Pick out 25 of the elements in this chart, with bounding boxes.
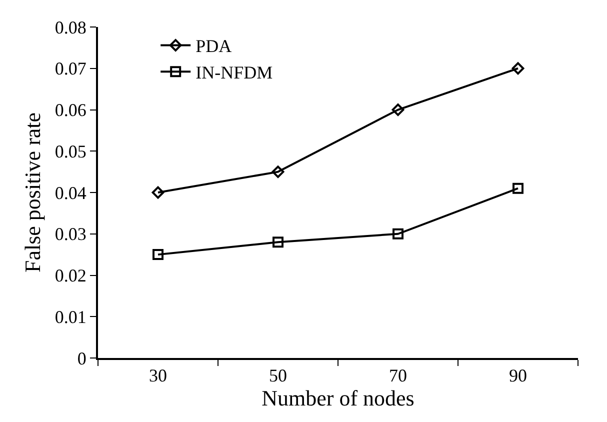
- point: [392, 104, 404, 116]
- point: [272, 166, 284, 178]
- x-axis-title: Number of nodes: [262, 386, 414, 411]
- y-tick-label: 0.05: [54, 141, 86, 162]
- y-tick-label: 0.03: [54, 224, 86, 244]
- y-tick-label: 0: [77, 348, 86, 368]
- point: [392, 228, 404, 240]
- y-tick-label: 0.07: [54, 58, 86, 79]
- point: [512, 62, 524, 75]
- legend-label: IN-NFDM: [196, 62, 273, 83]
- y-tick-label: 0.08: [54, 17, 86, 38]
- point: [152, 249, 164, 260]
- x-tick-label: 50: [269, 366, 287, 386]
- y-tick-label: 0.04: [54, 182, 86, 203]
- y-tick-label: 0.01: [54, 306, 86, 327]
- point: [152, 186, 164, 199]
- x-tick-label: 30: [149, 366, 167, 386]
- y-axis-title: False positive rate: [20, 112, 46, 273]
- point: [272, 236, 284, 248]
- legend-label: PDA: [196, 36, 232, 56]
- y-tick-label: 0.06: [54, 100, 86, 120]
- x-tick-label: 90: [509, 366, 527, 386]
- point: [512, 182, 524, 194]
- x-tick-label: 70: [389, 366, 407, 386]
- y-tick-label: 0.02: [54, 266, 86, 286]
